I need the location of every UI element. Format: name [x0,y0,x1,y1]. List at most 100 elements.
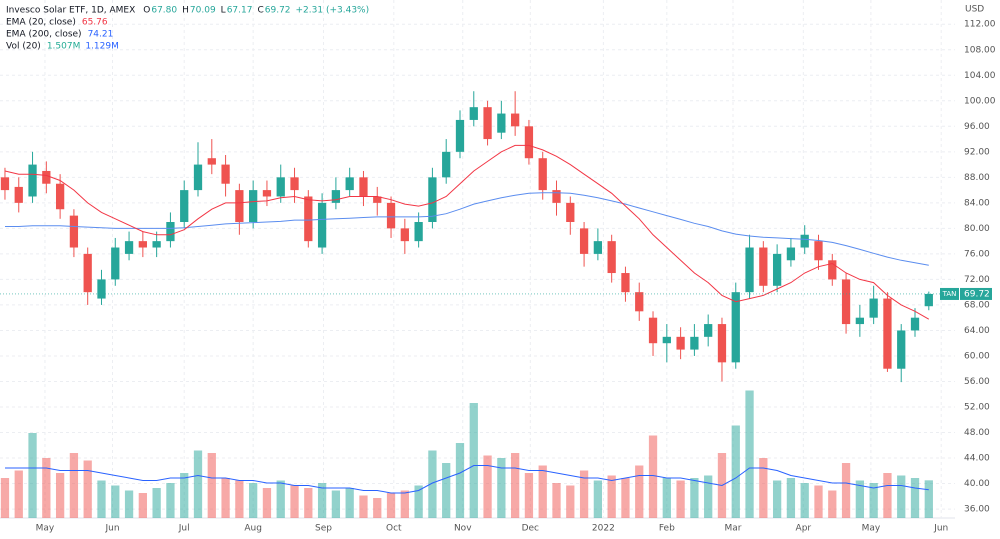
indicator-value: 74.21 [88,30,114,40]
x-tick-label: Aug [244,524,262,534]
y-tick-label: 88.00 [964,173,990,183]
x-tick-label: Jun [933,524,948,534]
candle-body [841,279,851,325]
volume-bar [138,493,147,518]
volume-bar [690,478,699,518]
volume-bar [483,455,492,518]
volume-bar [262,488,272,518]
indicator-value: 65.76 [82,18,108,28]
volume-ma-line [5,465,929,494]
volume-bar [607,475,616,518]
candle-body [221,164,230,184]
volume-bar [883,473,892,518]
x-tick-label: Dec [522,524,539,534]
candle-body [262,190,272,197]
volume-bar [593,480,603,518]
candle-body [786,247,796,261]
candle-body [662,336,671,344]
candle-body [166,222,175,242]
legend-key: H [182,6,189,16]
volume-bar [566,485,575,518]
candle-body [331,190,341,203]
volume-bar [759,458,768,518]
candle-body [207,158,216,165]
volume-bar [111,485,120,518]
candle-body [910,317,920,331]
x-tick-label: Feb [659,524,675,534]
volume-bar [455,443,465,518]
y-tick-label: 80.00 [964,224,990,234]
candle-body [0,177,10,191]
candle-body [814,241,823,261]
candle-body [14,186,23,203]
candle-body [497,113,506,133]
candle-body [717,324,727,363]
volume-bar [497,458,506,518]
volume-bar [648,435,658,518]
candle-body [442,151,451,178]
candle-body [579,228,589,254]
volume-bar [786,478,796,518]
symbol-tag [940,287,959,300]
y-tick-label: 104.00 [964,71,996,81]
candle-body [552,190,561,203]
candle-body [359,177,368,197]
candle-body [648,317,658,344]
volume-bar [97,480,106,518]
currency-label: USD [965,5,984,15]
volume-bar [69,453,79,518]
volume-bar [704,475,713,518]
legend-key: C [257,6,263,16]
y-tick-label: 64.00 [964,326,990,336]
candle-body [276,177,285,197]
volume-bar [442,463,451,518]
candle-body [138,241,147,248]
volume-bar [83,460,92,518]
volume-bar [676,480,685,518]
candle-body [635,292,644,312]
volume-bar [166,483,175,518]
volume-bar [524,473,534,518]
candle-body [883,298,892,369]
volume-bar [331,490,341,518]
candle-body [193,164,203,191]
volume-bar [841,463,851,518]
candle-body [869,298,878,318]
volume-bar [538,465,547,518]
volume-bar [359,495,368,518]
x-tick-label: Mar [725,524,742,534]
volume-bar [745,390,754,518]
candle-body [828,260,837,280]
volume-bar [400,490,409,518]
candle-body [455,119,465,152]
candle-body [428,177,437,222]
candle-body [400,228,409,242]
y-tick-label: 108.00 [964,45,996,55]
volume-bar [621,478,630,518]
candle-body [42,170,51,184]
indicator-value: 1.129M [85,42,119,52]
candle-body [690,336,699,350]
candle-body [345,177,354,191]
legend-value: 67.17 [227,6,253,16]
volume-bar [317,483,327,518]
ema20-line [4,144,930,320]
legend-key: O [143,6,150,16]
volume-bar [635,465,644,518]
candle-body [97,279,106,299]
volume-bar [373,498,382,518]
volume-bar [28,433,37,518]
volume-bar [14,470,23,518]
candle-body [538,158,547,191]
volume-bar [662,478,671,518]
legend-change: +2.31 (+3.43%) [296,6,370,16]
candle-body [800,234,809,248]
candle-body [373,196,382,203]
volume-bar [193,450,203,518]
y-tick-label: 36.00 [964,505,990,515]
volume-bar [772,480,782,518]
candle-body [511,113,520,127]
y-tick-label: 92.00 [964,147,990,157]
volume-bar [579,470,589,518]
candle-body [414,222,423,242]
